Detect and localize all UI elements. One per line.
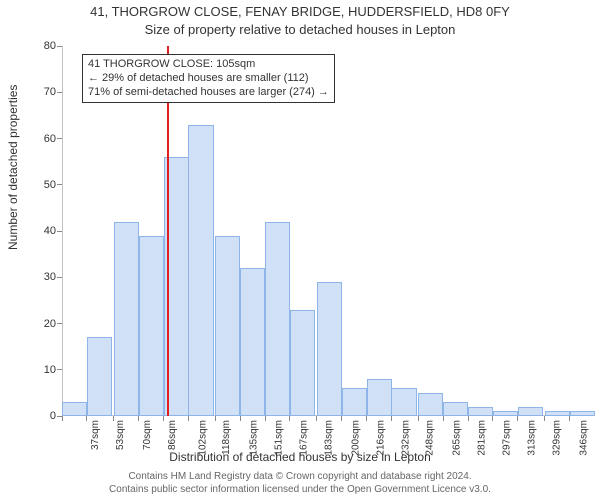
footer-line2: Contains public sector information licen… <box>0 484 600 497</box>
histogram-bar <box>418 393 443 416</box>
y-axis-label: Number of detached properties <box>6 85 20 250</box>
y-tick-label: 40 <box>44 225 56 237</box>
histogram-bar <box>188 125 213 416</box>
x-tick <box>517 416 518 421</box>
histogram-bar <box>468 407 493 416</box>
histogram-bar <box>240 268 265 416</box>
x-tick-label: 329sqm <box>552 420 563 456</box>
y-tick <box>57 231 62 232</box>
y-tick-label: 20 <box>44 318 56 330</box>
y-tick-label: 10 <box>44 364 56 376</box>
histogram-bar <box>342 388 367 416</box>
y-tick-label: 70 <box>44 86 56 98</box>
x-tick <box>62 416 63 421</box>
y-tick <box>57 369 62 370</box>
histogram-bar <box>367 379 392 416</box>
x-tick <box>391 416 392 421</box>
x-tick-label: 151sqm <box>274 420 285 456</box>
annotation-line1: 41 THORGROW CLOSE: 105sqm <box>88 58 329 72</box>
x-tick-label: 167sqm <box>299 420 310 456</box>
x-tick-label: 118sqm <box>221 420 232 455</box>
histogram-bar <box>391 388 416 416</box>
x-tick <box>492 416 493 421</box>
annotation-line3: 71% of semi-detached houses are larger (… <box>88 86 329 100</box>
histogram-bar <box>265 222 290 416</box>
annotation-line2: ← 29% of detached houses are smaller (11… <box>88 72 329 86</box>
x-tick <box>341 416 342 421</box>
chart-container: 41, THORGROW CLOSE, FENAY BRIDGE, HUDDER… <box>0 0 600 500</box>
histogram-bar <box>317 282 342 416</box>
chart-title-line2: Size of property relative to detached ho… <box>0 22 600 37</box>
plot-area: 0102030405060708037sqm53sqm70sqm86sqm102… <box>62 46 582 416</box>
histogram-bar <box>87 337 112 416</box>
x-tick <box>265 416 266 421</box>
histogram-bar <box>443 402 468 416</box>
histogram-bar <box>215 236 240 416</box>
y-tick-label: 30 <box>44 271 56 283</box>
y-tick <box>57 138 62 139</box>
x-tick-label: 37sqm <box>90 420 101 450</box>
x-tick <box>443 416 444 421</box>
x-tick-label: 216sqm <box>375 420 386 456</box>
x-tick <box>188 416 189 421</box>
histogram-bar <box>493 411 518 416</box>
x-tick <box>163 416 164 421</box>
x-tick-label: 183sqm <box>324 420 335 456</box>
x-tick <box>240 416 241 421</box>
x-tick-label: 346sqm <box>578 420 589 456</box>
histogram-bar <box>518 407 543 416</box>
annotation-box: 41 THORGROW CLOSE: 105sqm← 29% of detach… <box>82 54 335 103</box>
x-tick-label: 297sqm <box>502 420 513 456</box>
y-tick <box>57 277 62 278</box>
y-tick-label: 0 <box>50 410 56 422</box>
x-tick-label: 313sqm <box>527 420 538 456</box>
x-tick-label: 135sqm <box>249 420 260 456</box>
histogram-bar <box>139 236 164 416</box>
footer-line1: Contains HM Land Registry data © Crown c… <box>0 471 600 484</box>
x-tick-label: 232sqm <box>400 420 411 456</box>
x-tick <box>289 416 290 421</box>
x-tick <box>113 416 114 421</box>
x-tick <box>316 416 317 421</box>
y-tick-label: 50 <box>44 179 56 191</box>
x-tick <box>544 416 545 421</box>
histogram-bar <box>545 411 570 416</box>
x-tick <box>468 416 469 421</box>
y-tick <box>57 92 62 93</box>
x-tick-label: 248sqm <box>425 420 436 456</box>
x-tick-label: 86sqm <box>167 420 178 450</box>
histogram-bar <box>114 222 139 416</box>
x-tick <box>569 416 570 421</box>
x-tick <box>215 416 216 421</box>
chart-title-line1: 41, THORGROW CLOSE, FENAY BRIDGE, HUDDER… <box>0 4 600 19</box>
y-tick <box>57 323 62 324</box>
y-tick <box>57 46 62 47</box>
x-tick <box>138 416 139 421</box>
y-tick <box>57 184 62 185</box>
x-tick-label: 200sqm <box>350 420 361 456</box>
y-tick-label: 60 <box>44 133 56 145</box>
y-tick-label: 80 <box>44 40 56 52</box>
x-tick-label: 53sqm <box>115 420 126 450</box>
x-tick-label: 70sqm <box>142 420 153 450</box>
footer-attribution: Contains HM Land Registry data © Crown c… <box>0 471 600 496</box>
histogram-bar <box>62 402 87 416</box>
x-tick-label: 265sqm <box>452 420 463 456</box>
x-tick-label: 281sqm <box>477 420 488 456</box>
x-tick <box>418 416 419 421</box>
histogram-bar <box>290 310 315 416</box>
x-tick <box>86 416 87 421</box>
x-tick <box>366 416 367 421</box>
histogram-bar <box>570 411 595 416</box>
x-tick-label: 102sqm <box>197 420 208 456</box>
